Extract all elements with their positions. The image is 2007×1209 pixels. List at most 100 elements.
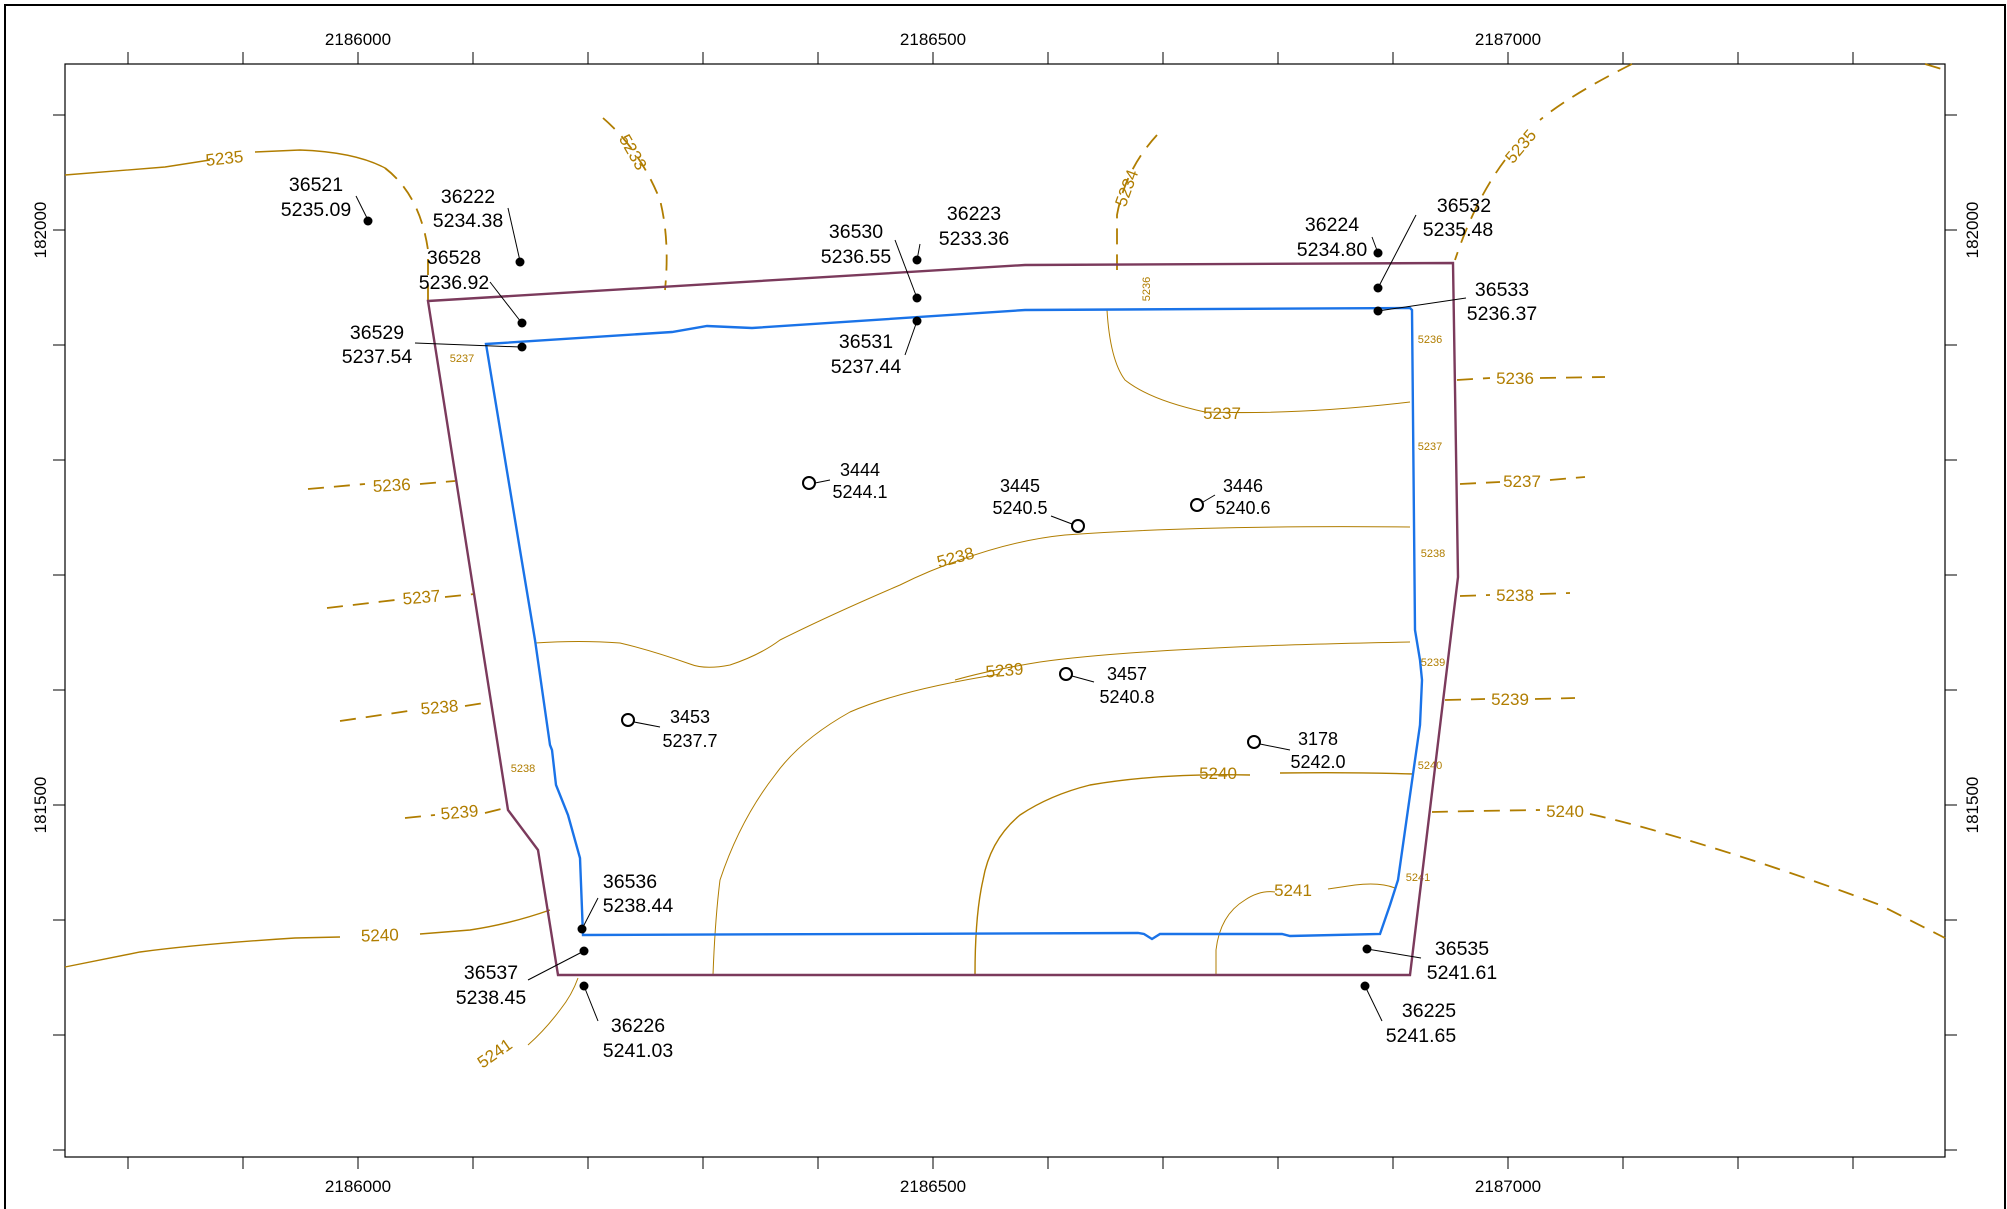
contour-label-5239: 5239: [440, 801, 479, 823]
point-id: 36528: [427, 247, 481, 269]
contour-label-5240-small: 5240: [1418, 760, 1442, 772]
benchmark-markers: 3444 5244.1 3445 5240.5 3446 5240.6 3457…: [621, 460, 1346, 772]
benchmark-elevation: 5240.6: [1215, 498, 1270, 518]
contour-labels: 5235 5233 5234 5235 5236 5236 5237 5237 …: [205, 126, 1584, 1072]
y-axis-label-left: 181500: [31, 777, 50, 834]
contour-label-5237-small: 5237: [1418, 441, 1442, 453]
benchmark-id: 3457: [1107, 664, 1147, 684]
survey-point-dot: [515, 257, 525, 267]
contour-label-5234: 5234: [1111, 167, 1142, 209]
benchmark-circle: [1247, 735, 1261, 749]
benchmark-circle: [802, 476, 816, 490]
point-elevation: 5235.09: [281, 199, 352, 221]
benchmark-id: 3446: [1223, 476, 1263, 496]
x-axis-label-bottom: 2187000: [1475, 1177, 1541, 1196]
benchmark-id: 3445: [1000, 476, 1040, 496]
point-id: 36226: [611, 1015, 665, 1037]
point-elevation: 5236.92: [419, 272, 490, 294]
benchmark-circle: [1059, 667, 1073, 681]
contour-lines: [64, 63, 1946, 1046]
benchmark-elevation: 5240.5: [992, 498, 1047, 518]
survey-point-labels: 36521 5235.09 36222 5234.38 36528 5236.9…: [281, 174, 1538, 1062]
contour-label-5238-small: 5238: [1421, 548, 1445, 560]
contour-label-5235: 5235: [205, 147, 245, 170]
contour-label-5240: 5240: [1199, 764, 1237, 783]
pad-outline: [484, 306, 1424, 941]
contour-label-5239: 5239: [1491, 690, 1529, 709]
contour-label-5238: 5238: [420, 696, 459, 718]
benchmark-circle: [1071, 519, 1085, 533]
benchmark-circle: [621, 713, 635, 727]
point-elevation: 5237.54: [342, 346, 413, 368]
x-axis-label-top: 2186000: [325, 30, 391, 49]
point-id: 36225: [1402, 1000, 1456, 1022]
point-elevation: 5241.65: [1386, 1025, 1457, 1047]
point-id: 36537: [464, 962, 518, 984]
survey-point-dot: [363, 216, 373, 226]
x-axis-label-bottom: 2186000: [325, 1177, 391, 1196]
parcel-boundary: [426, 261, 1460, 977]
point-elevation: 5241.61: [1427, 962, 1498, 984]
x-axis-label-top: 2187000: [1475, 30, 1541, 49]
point-elevation: 5237.44: [831, 356, 902, 378]
outer-frame: [4, 4, 2006, 1209]
map-border: [64, 63, 1946, 1158]
point-id: 36529: [350, 322, 404, 344]
point-id: 36224: [1305, 214, 1359, 236]
point-id: 36533: [1475, 279, 1529, 301]
contour-label-5240: 5240: [361, 925, 399, 945]
contour-label-5241: 5241: [1274, 881, 1312, 900]
contour-label-5235: 5235: [1501, 126, 1540, 167]
point-id: 36521: [289, 174, 343, 196]
point-id: 36530: [829, 221, 883, 243]
x-axis-label-top: 2186500: [900, 30, 966, 49]
benchmark-id: 3453: [670, 707, 710, 727]
contour-label-5237-small: 5237: [450, 353, 474, 365]
contour-label-5237: 5237: [1203, 404, 1241, 423]
y-axis-label-left: 182000: [31, 202, 50, 259]
benchmark-elevation: 5244.1: [832, 482, 887, 502]
y-axis-label-right: 181500: [1963, 777, 1982, 834]
benchmark-id: 3178: [1298, 729, 1338, 749]
point-elevation: 5236.37: [1467, 303, 1538, 325]
benchmark-elevation: 5242.0: [1290, 752, 1345, 772]
benchmark-elevation: 5240.8: [1099, 687, 1154, 707]
benchmark-circle: [1190, 498, 1204, 512]
contour-label-5239-small: 5239: [1421, 657, 1445, 669]
contour-label-5237: 5237: [1503, 472, 1541, 491]
contour-label-5237: 5237: [402, 586, 441, 608]
point-id: 36536: [603, 871, 657, 893]
point-id: 36531: [839, 331, 893, 353]
benchmark-elevation: 5237.7: [662, 731, 717, 751]
contour-label-5239: 5239: [985, 659, 1024, 681]
point-id: 36222: [441, 186, 495, 208]
point-elevation: 5241.03: [603, 1040, 674, 1062]
point-elevation: 5233.36: [939, 228, 1010, 250]
axis-ticks: [53, 52, 1957, 1169]
y-axis-label-right: 182000: [1963, 202, 1982, 259]
leader-lines: [355, 195, 1467, 1022]
x-axis-label-bottom: 2186500: [900, 1177, 966, 1196]
contour-label-5236: 5236: [1496, 369, 1534, 388]
contour-label-5240: 5240: [1546, 802, 1584, 821]
point-elevation: 5236.55: [821, 246, 892, 268]
contour-label-5233: 5233: [615, 131, 650, 173]
contour-label-5236-small: 5236: [1141, 277, 1153, 301]
point-elevation: 5234.80: [1297, 239, 1368, 261]
contour-label-5238: 5238: [935, 544, 976, 572]
point-elevation: 5235.48: [1423, 219, 1494, 241]
point-id: 36223: [947, 203, 1001, 225]
contour-label-5241: 5241: [474, 1035, 516, 1072]
contour-label-5236-small: 5236: [1418, 334, 1442, 346]
contour-label-5238: 5238: [1496, 586, 1534, 605]
point-elevation: 5234.38: [433, 210, 504, 232]
contour-label-5241-small: 5241: [1406, 872, 1430, 884]
point-id: 36532: [1437, 195, 1491, 217]
point-elevation: 5238.44: [603, 895, 674, 917]
survey-point-dot: [517, 342, 527, 352]
point-elevation: 5238.45: [456, 987, 527, 1009]
contour-label-5238-small: 5238: [511, 763, 535, 775]
benchmark-id: 3444: [840, 460, 880, 480]
contour-label-5236: 5236: [372, 475, 411, 496]
